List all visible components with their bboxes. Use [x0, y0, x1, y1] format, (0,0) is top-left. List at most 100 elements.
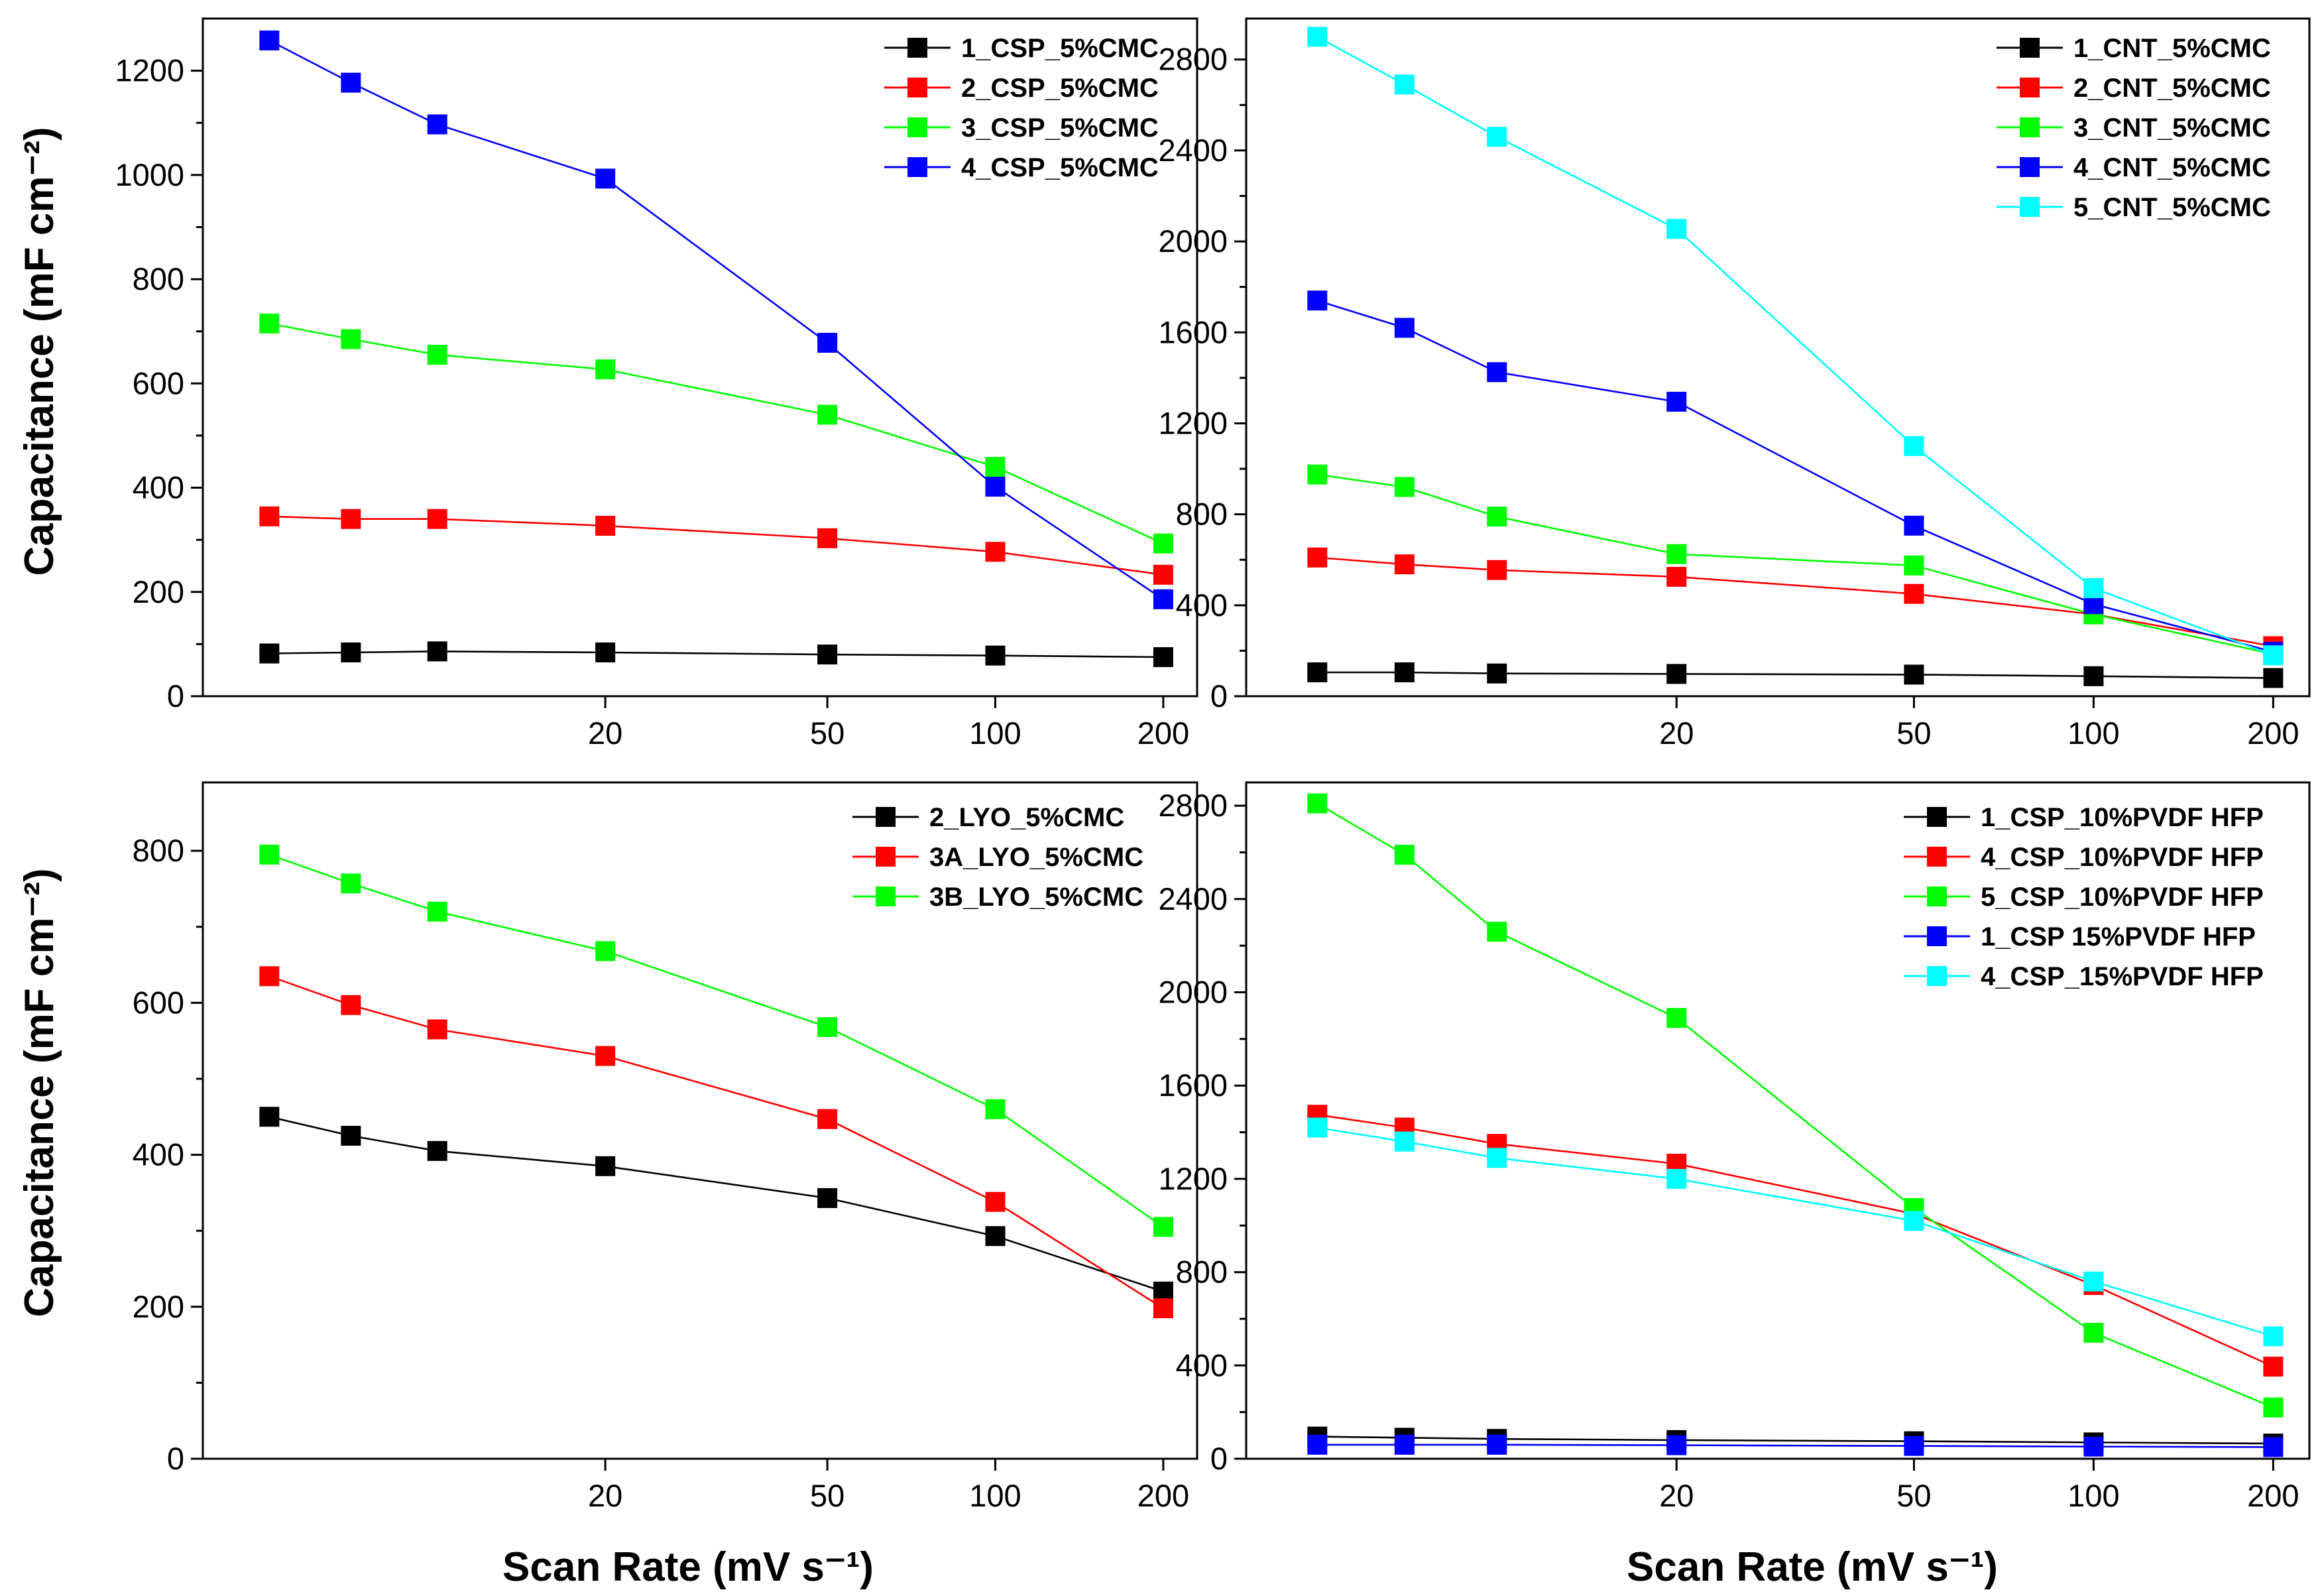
x-axis-title-left: Scan Rate (mV s⁻¹): [502, 1544, 874, 1590]
legend-label: 4_CSP_15%PVDF HFP: [1981, 962, 2264, 991]
x-tick-label: 50: [1896, 1478, 1931, 1513]
data-point: [817, 644, 838, 665]
data-point: [427, 114, 447, 135]
data-point: [2083, 578, 2104, 599]
data-point: [817, 528, 838, 548]
data-point: [985, 645, 1006, 666]
data-point: [341, 873, 361, 894]
y-axis-title-bottom: Capacitance (mF cm⁻²): [17, 868, 62, 1317]
data-point: [341, 509, 361, 529]
data-point: [985, 542, 1006, 562]
y-tick-label: 1200: [115, 53, 184, 88]
data-point: [1394, 318, 1415, 338]
data-point: [341, 72, 361, 93]
data-point: [1904, 515, 1924, 536]
data-point: [1487, 1148, 1507, 1168]
legend-label: 1_CSP_5%CMC: [961, 34, 1159, 63]
data-point: [1153, 1281, 1173, 1302]
data-point: [1904, 664, 1924, 685]
chart-panel-top-right: 0 400 800 1200 1600 2000 2400 2800 20 50 100 200 1_C…: [1158, 17, 2311, 751]
data-point: [1487, 507, 1507, 527]
legend-marker: [2020, 197, 2040, 217]
data-point: [2263, 1397, 2284, 1418]
data-point: [2083, 666, 2104, 686]
data-point: [817, 1109, 838, 1129]
data-point: [341, 995, 361, 1015]
data-point: [1666, 566, 1687, 587]
data-point: [1307, 290, 1328, 311]
data-point: [1666, 1008, 1687, 1028]
legend-label: 2_CSP_5%CMC: [961, 74, 1159, 103]
data-point: [2083, 1271, 2104, 1292]
plot-frame: [1245, 17, 2311, 698]
x-axis-title-right: Scan Rate (mV s⁻¹): [1627, 1544, 1998, 1590]
data-point: [259, 313, 280, 334]
data-point: [595, 515, 616, 536]
x-tick-label: 50: [810, 1478, 844, 1513]
data-point: [1904, 583, 1924, 604]
legend-marker: [1927, 887, 1947, 906]
y-tick-label: 1600: [1158, 1068, 1228, 1103]
data-point: [1394, 477, 1415, 497]
data-point: [817, 1017, 838, 1038]
y-tick-label: 2400: [1158, 881, 1228, 916]
y-tick-label: 2800: [1158, 788, 1228, 823]
legend-label: 5_CSP_10%PVDF HFP: [1981, 883, 2264, 912]
legend-label: 3_CNT_5%CMC: [2073, 113, 2271, 143]
data-point: [595, 941, 616, 961]
legend-marker: [907, 78, 927, 97]
data-point: [985, 1099, 1006, 1119]
data-point: [817, 1188, 838, 1208]
y-tick-label: 1600: [1158, 314, 1228, 349]
legend-label: 5_CNT_5%CMC: [2073, 193, 2271, 222]
data-point: [1487, 1434, 1507, 1455]
data-point: [1666, 1168, 1687, 1189]
y-tick-label: 1200: [1158, 1161, 1228, 1196]
data-point: [985, 476, 1006, 497]
data-point: [427, 641, 447, 662]
data-point: [595, 642, 616, 662]
data-point: [2263, 645, 2284, 666]
y-tick-label: 1200: [1158, 405, 1228, 440]
x-tick-label: 100: [969, 1478, 1021, 1513]
y-tick-label: 200: [133, 1289, 184, 1324]
data-point: [1666, 1435, 1687, 1455]
data-point: [1394, 1434, 1415, 1455]
data-point: [985, 457, 1006, 477]
data-point: [1487, 663, 1507, 684]
legend-marker: [2020, 157, 2040, 177]
data-point: [1307, 1117, 1328, 1138]
data-point: [1904, 1211, 1924, 1231]
legend-label: 1_CSP_10%PVDF HFP: [1981, 803, 2264, 832]
legend-label: 1_CNT_5%CMC: [2073, 34, 2271, 63]
data-point: [1394, 554, 1415, 575]
data-point: [1153, 1217, 1173, 1237]
data-point: [595, 359, 616, 380]
legend-label: 3A_LYO_5%CMC: [929, 843, 1143, 872]
data-point: [1904, 436, 1924, 456]
data-point: [259, 966, 280, 987]
x-tick-label: 20: [1659, 715, 1694, 751]
chart-panel-top-left: 0 200 400 600 800 1000 1200 20 50 100 200 1_CSP_5%C…: [115, 17, 1198, 751]
data-point: [1666, 544, 1687, 564]
legend-marker: [2020, 117, 2040, 137]
legend-marker: [2020, 78, 2040, 97]
data-point: [595, 168, 616, 189]
data-point: [2263, 1357, 2284, 1377]
data-point: [1394, 662, 1415, 682]
legend-marker: [2020, 38, 2040, 58]
legend-marker: [1927, 926, 1947, 946]
data-point: [427, 1140, 447, 1161]
plot-frame: [1245, 781, 2311, 1460]
y-tick-label: 400: [1176, 1347, 1228, 1382]
legend-marker: [1927, 966, 1947, 986]
x-tick-label: 200: [2247, 715, 2299, 751]
data-point: [1307, 547, 1328, 568]
data-point: [1307, 793, 1328, 814]
data-point: [259, 844, 280, 865]
data-point: [341, 329, 361, 349]
legend-marker: [876, 807, 896, 827]
legend-label: 2_CNT_5%CMC: [2073, 74, 2271, 103]
